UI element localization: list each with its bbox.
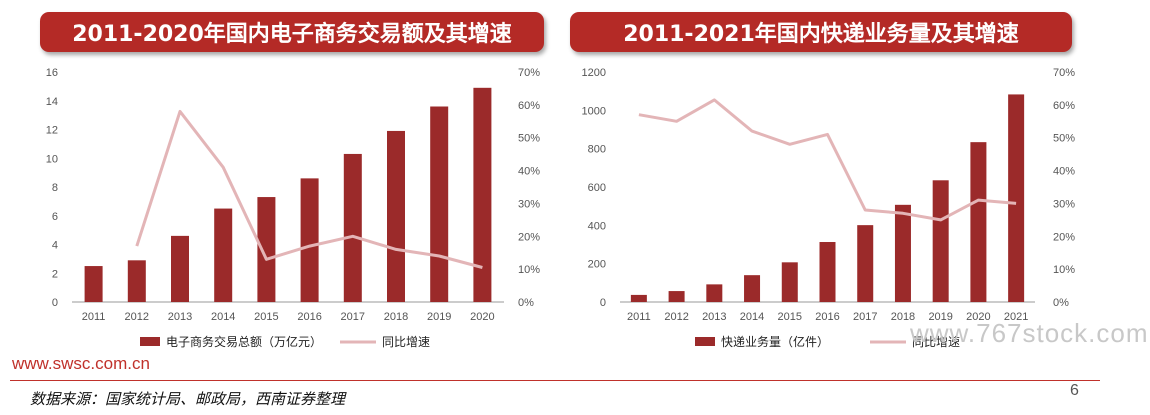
legend-line-label: 同比增速 (912, 335, 960, 349)
bar (84, 266, 103, 302)
x-axis-tick-label: 2016 (297, 311, 321, 323)
left-axis-tick-label: 1200 (582, 67, 606, 79)
bar (214, 208, 233, 302)
left-axis-tick-label: 6 (52, 211, 58, 223)
left-chart-title: 2011-2020年国内电子商务交易额及其增速 (40, 12, 544, 52)
x-axis-tick-label: 2017 (341, 311, 365, 323)
left-axis-tick-label: 400 (588, 220, 606, 232)
right-axis-tick-label: 20% (518, 231, 540, 243)
right-axis-tick-label: 50% (1053, 133, 1075, 145)
bar (343, 153, 362, 302)
right-axis-tick-label: 70% (518, 67, 540, 79)
legend-line-label: 同比增速 (382, 335, 430, 349)
bar (430, 106, 449, 302)
right-axis-tick-label: 30% (518, 198, 540, 210)
right-axis-tick-label: 40% (1053, 166, 1075, 178)
x-axis-tick-label: 2011 (627, 311, 651, 323)
x-axis-tick-label: 2015 (254, 311, 278, 323)
left-axis-tick-label: 12 (46, 125, 58, 137)
bar (630, 294, 647, 302)
bar (819, 242, 836, 302)
left-axis-tick-label: 200 (588, 259, 606, 271)
bar (300, 178, 319, 302)
x-axis-tick-label: 2014 (740, 311, 764, 323)
right-axis-tick-label: 50% (518, 133, 540, 145)
bar (668, 291, 685, 302)
bar (857, 225, 874, 302)
x-axis-tick-label: 2019 (427, 311, 451, 323)
x-axis-tick-label: 2012 (125, 311, 149, 323)
right-axis-tick-label: 60% (518, 100, 540, 112)
left-axis-tick-label: 4 (52, 240, 58, 252)
growth-rate-line (638, 98, 1017, 222)
footer-divider (10, 380, 1100, 381)
left-axis-tick-label: 0 (52, 297, 58, 309)
right-axis-tick-label: 70% (1053, 67, 1075, 79)
x-axis-tick-label: 2017 (853, 311, 877, 323)
x-axis-tick-label: 2019 (928, 311, 952, 323)
x-axis-tick-label: 2014 (211, 311, 235, 323)
left-axis-tick-label: 1000 (582, 105, 606, 117)
source-note: 数据来源：国家统计局、邮政局，西南证券整理 (30, 390, 346, 408)
legend-bar-swatch (140, 337, 160, 346)
bar (970, 142, 987, 302)
growth-rate-line (135, 109, 483, 269)
legend-bar-label: 电子商务交易总额（万亿元） (166, 334, 322, 349)
left-axis-tick-label: 8 (52, 182, 58, 194)
left-axis-tick-label: 600 (588, 182, 606, 194)
x-axis-tick-label: 2020 (470, 311, 494, 323)
right-axis-tick-label: 0% (518, 297, 534, 309)
legend-bar-label: 快递业务量（亿件） (721, 334, 829, 349)
bar (257, 197, 276, 302)
left-axis-tick-label: 14 (46, 96, 58, 108)
x-axis-tick-label: 2021 (1004, 311, 1028, 323)
x-axis-tick-label: 2011 (82, 311, 106, 323)
bar (894, 204, 911, 302)
bar (932, 180, 949, 302)
page-number: 6 (1070, 382, 1079, 399)
watermark: www.767stock.com (910, 318, 1149, 348)
left-axis-tick-label: 10 (46, 153, 58, 165)
x-axis-tick-label: 2013 (702, 311, 726, 323)
right-axis-tick-label: 10% (1053, 264, 1075, 276)
x-axis-tick-label: 2016 (815, 311, 839, 323)
left-axis-tick-label: 2 (52, 268, 58, 280)
express-delivery-chart: 0 200 400 600 800 1000 1200 0% 10% 20% 30% 40% 50% 60… (582, 67, 1076, 349)
bar (706, 284, 723, 302)
right-axis-tick-label: 30% (1053, 198, 1075, 210)
site-url[interactable]: www.swsc.com.cn (12, 354, 150, 373)
x-axis-tick-label: 2018 (384, 311, 408, 323)
bar (171, 235, 189, 302)
bar (127, 260, 146, 302)
left-axis-tick-label: 16 (46, 67, 58, 79)
right-axis-tick-label: 10% (518, 264, 540, 276)
legend-bar-swatch (695, 337, 715, 346)
x-axis-tick-label: 2013 (168, 311, 192, 323)
right-axis-tick-label: 60% (1053, 100, 1075, 112)
bar (744, 275, 761, 302)
bar (781, 262, 798, 302)
bar (473, 87, 492, 302)
bar (1008, 94, 1025, 302)
right-axis-tick-label: 0% (1053, 297, 1069, 309)
bar (387, 130, 405, 302)
x-axis-tick-label: 2018 (891, 311, 915, 323)
x-axis-tick-label: 2020 (966, 311, 990, 323)
right-axis-tick-label: 40% (518, 166, 540, 178)
x-axis-tick-label: 2015 (778, 311, 802, 323)
left-axis-tick-label: 0 (600, 297, 606, 309)
x-axis-tick-label: 2012 (664, 311, 688, 323)
right-axis-tick-label: 20% (1053, 231, 1075, 243)
right-chart-title: 2011-2021年国内快递业务量及其增速 (570, 12, 1072, 52)
left-axis-tick-label: 800 (588, 144, 606, 156)
ecommerce-chart: 0 2 4 6 8 10 12 14 16 0% 10% 20% 30% 40% 50% 60% 70% 2011… (46, 67, 540, 349)
